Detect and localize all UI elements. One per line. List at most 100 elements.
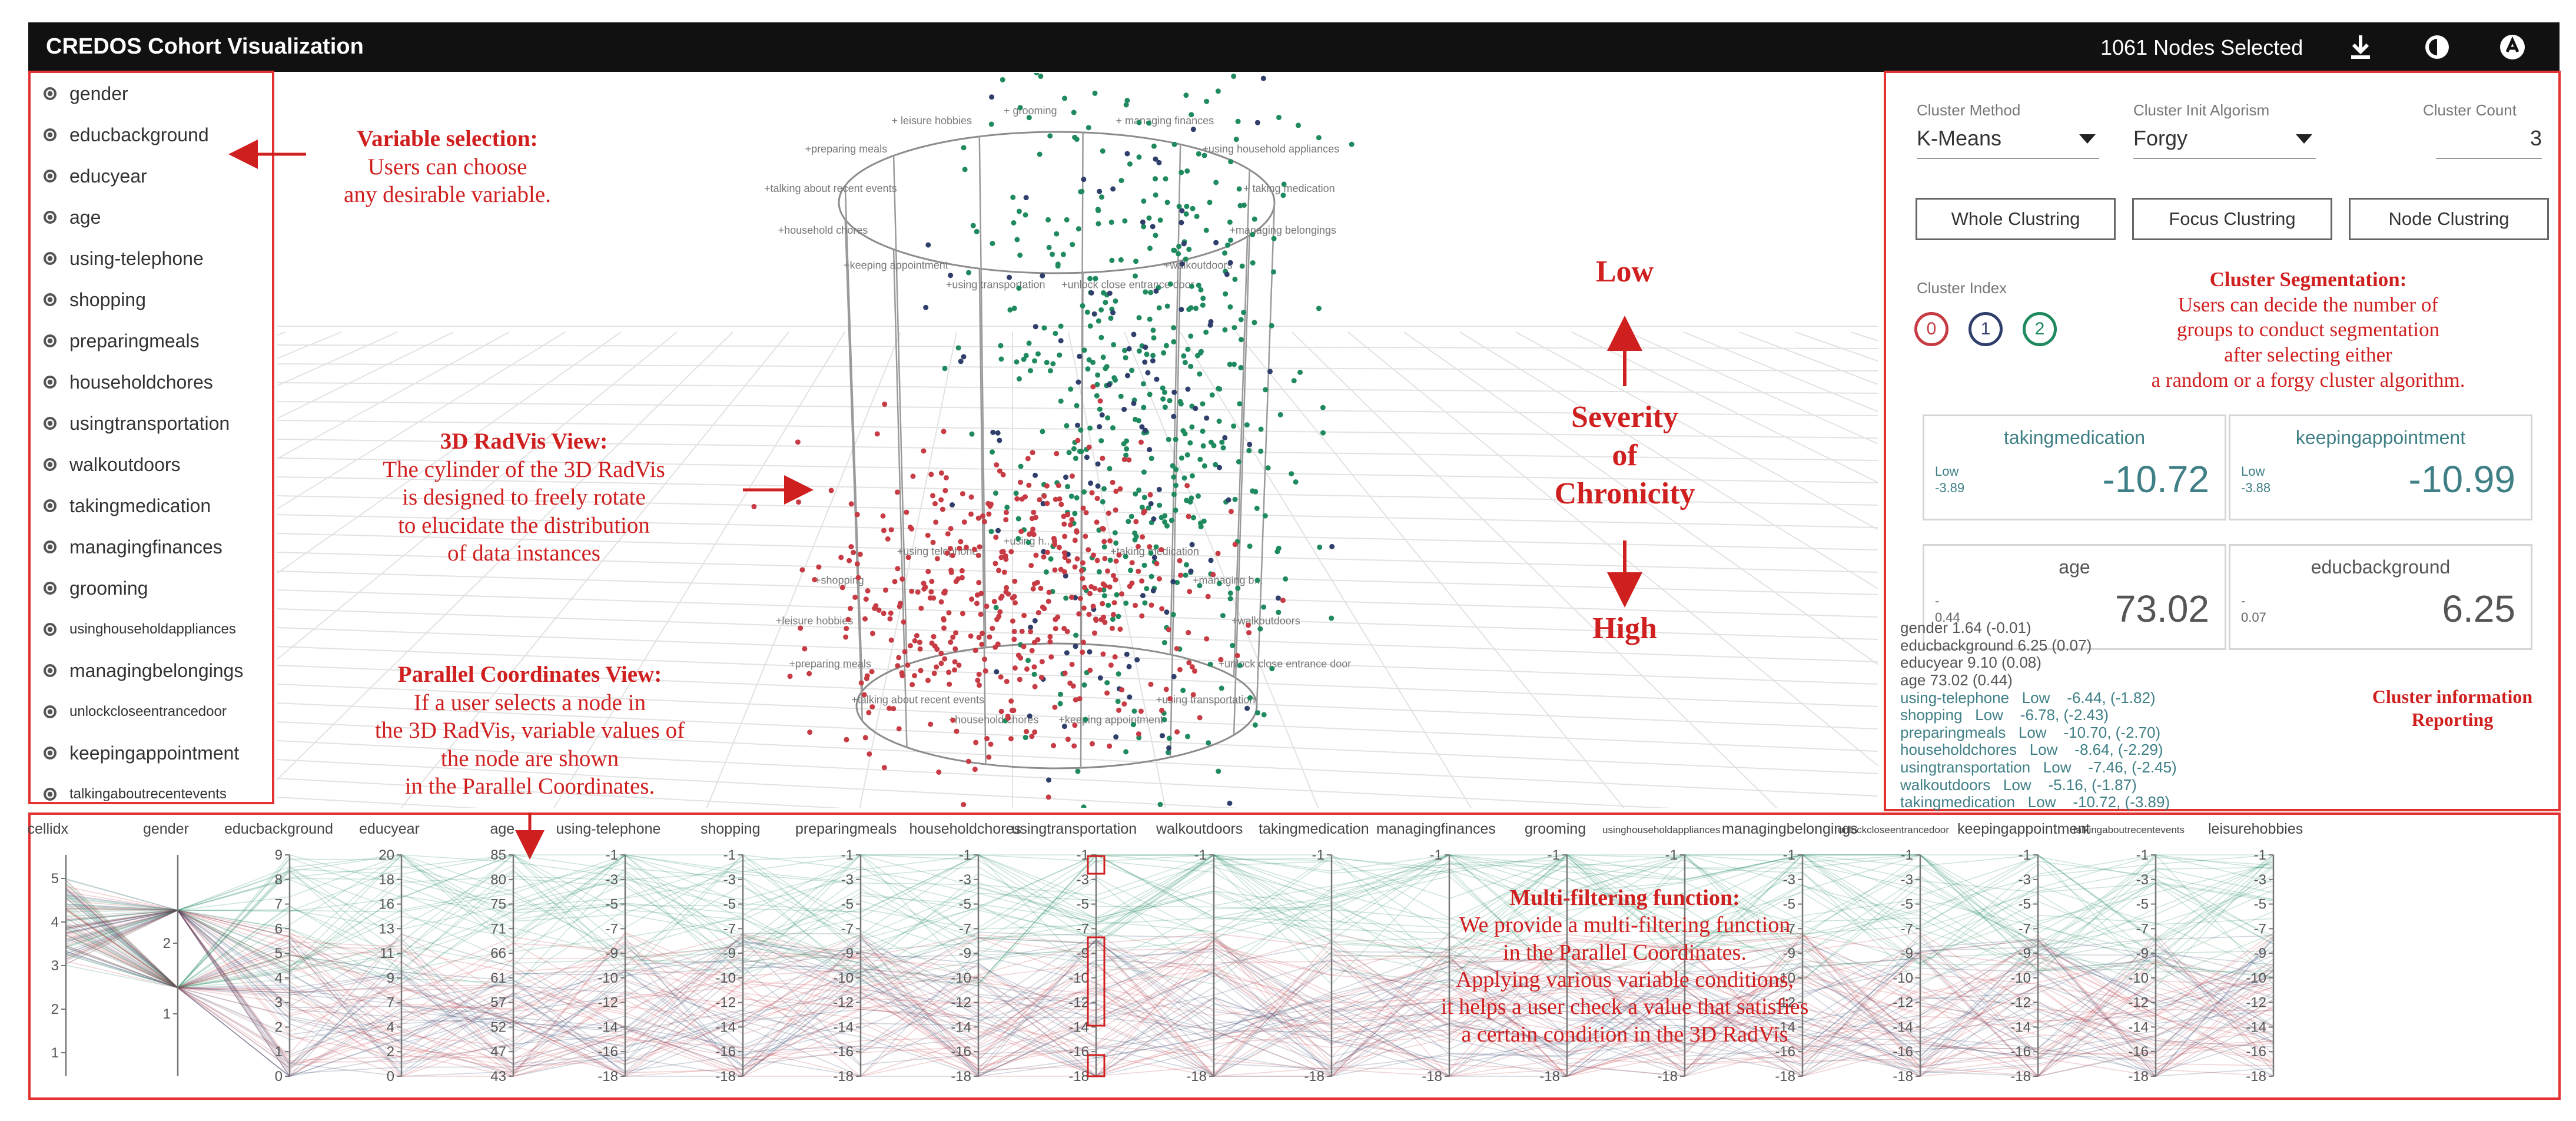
data-point[interactable] — [998, 708, 1004, 714]
data-point[interactable] — [1200, 302, 1206, 308]
data-point[interactable] — [1164, 609, 1170, 615]
data-point[interactable] — [1044, 500, 1050, 506]
data-point[interactable] — [1133, 519, 1139, 525]
data-point[interactable] — [1061, 521, 1067, 527]
data-point[interactable] — [1047, 133, 1053, 139]
data-point[interactable] — [1094, 519, 1100, 525]
data-point[interactable] — [1128, 513, 1134, 519]
data-point[interactable] — [952, 646, 958, 652]
data-point[interactable] — [958, 359, 964, 364]
data-point[interactable] — [1223, 291, 1229, 297]
data-point[interactable] — [1011, 593, 1017, 599]
data-point[interactable] — [1143, 289, 1148, 295]
data-point[interactable] — [986, 511, 992, 517]
data-point[interactable] — [1230, 642, 1236, 648]
data-point[interactable] — [1117, 626, 1123, 632]
data-point[interactable] — [1139, 505, 1145, 510]
data-point[interactable] — [1029, 734, 1035, 739]
data-point[interactable] — [1262, 513, 1268, 519]
data-point[interactable] — [1101, 486, 1107, 492]
data-point[interactable] — [1171, 492, 1177, 498]
data-point[interactable] — [1166, 745, 1172, 751]
data-point[interactable] — [1047, 368, 1053, 374]
data-point[interactable] — [1113, 298, 1118, 304]
data-point[interactable] — [844, 737, 849, 742]
data-point[interactable] — [1069, 473, 1075, 479]
data-point[interactable] — [942, 656, 948, 662]
data-point[interactable] — [978, 611, 984, 617]
data-point[interactable] — [1028, 562, 1034, 568]
variable-item[interactable]: takingmedication — [31, 485, 272, 526]
data-point[interactable] — [1083, 510, 1089, 516]
data-point[interactable] — [1083, 533, 1088, 539]
data-point[interactable] — [1086, 612, 1092, 618]
data-point[interactable] — [1283, 576, 1289, 582]
data-point[interactable] — [1227, 237, 1233, 243]
data-point[interactable] — [907, 525, 913, 530]
data-point[interactable] — [1174, 579, 1180, 585]
data-point[interactable] — [1112, 530, 1118, 536]
data-point[interactable] — [1110, 186, 1116, 192]
data-point[interactable] — [865, 588, 871, 594]
data-point[interactable] — [1087, 668, 1093, 674]
data-point[interactable] — [944, 550, 950, 556]
data-point[interactable] — [1184, 168, 1190, 174]
data-point[interactable] — [953, 630, 959, 636]
data-point[interactable] — [1110, 310, 1116, 316]
data-point[interactable] — [1200, 401, 1206, 407]
data-point[interactable] — [1147, 447, 1153, 453]
data-point[interactable] — [854, 512, 860, 518]
data-point[interactable] — [1116, 552, 1122, 558]
radio-icon[interactable] — [44, 788, 57, 801]
data-point[interactable] — [896, 726, 902, 732]
data-point[interactable] — [888, 637, 894, 643]
data-point[interactable] — [1164, 303, 1170, 309]
data-point[interactable] — [1201, 463, 1207, 469]
data-point[interactable] — [1145, 370, 1151, 376]
data-point[interactable] — [1126, 519, 1131, 525]
data-point[interactable] — [1197, 456, 1203, 462]
data-point[interactable] — [1107, 584, 1113, 590]
data-point[interactable] — [1160, 396, 1166, 402]
data-point[interactable] — [1051, 742, 1057, 748]
variable-item[interactable]: talkingaboutrecentevents — [31, 774, 272, 801]
data-point[interactable] — [1080, 560, 1085, 566]
data-point[interactable] — [1105, 415, 1111, 421]
data-point[interactable] — [1095, 461, 1101, 467]
data-point[interactable] — [1216, 419, 1222, 424]
data-point[interactable] — [1100, 148, 1106, 154]
data-point[interactable] — [1179, 208, 1185, 214]
data-point[interactable] — [1237, 203, 1243, 208]
data-point[interactable] — [1031, 671, 1037, 677]
data-point[interactable] — [946, 610, 952, 616]
data-point[interactable] — [1030, 450, 1035, 456]
data-point[interactable] — [1109, 625, 1115, 631]
data-point[interactable] — [1147, 544, 1153, 550]
data-point[interactable] — [946, 669, 952, 675]
data-point[interactable] — [1197, 371, 1203, 377]
data-point[interactable] — [941, 590, 947, 596]
data-point[interactable] — [1081, 347, 1087, 353]
data-point[interactable] — [1258, 426, 1264, 432]
data-point[interactable] — [1053, 626, 1058, 632]
data-point[interactable] — [995, 430, 1001, 436]
data-point[interactable] — [1001, 569, 1007, 575]
data-point[interactable] — [1110, 612, 1116, 618]
data-point[interactable] — [1111, 600, 1117, 606]
radio-icon[interactable] — [44, 293, 57, 306]
data-point[interactable] — [1185, 734, 1191, 739]
data-point[interactable] — [1141, 510, 1147, 516]
data-point[interactable] — [1017, 676, 1023, 682]
data-point[interactable] — [1176, 204, 1182, 210]
data-point[interactable] — [844, 626, 849, 632]
data-point[interactable] — [1113, 577, 1118, 583]
data-point[interactable] — [1080, 576, 1085, 582]
data-point[interactable] — [1254, 120, 1260, 125]
data-point[interactable] — [1246, 447, 1252, 453]
data-point[interactable] — [961, 519, 967, 525]
data-point[interactable] — [970, 223, 976, 228]
data-point[interactable] — [1074, 529, 1080, 535]
data-point[interactable] — [1101, 544, 1107, 550]
data-point[interactable] — [999, 593, 1005, 599]
data-point[interactable] — [1144, 586, 1150, 592]
